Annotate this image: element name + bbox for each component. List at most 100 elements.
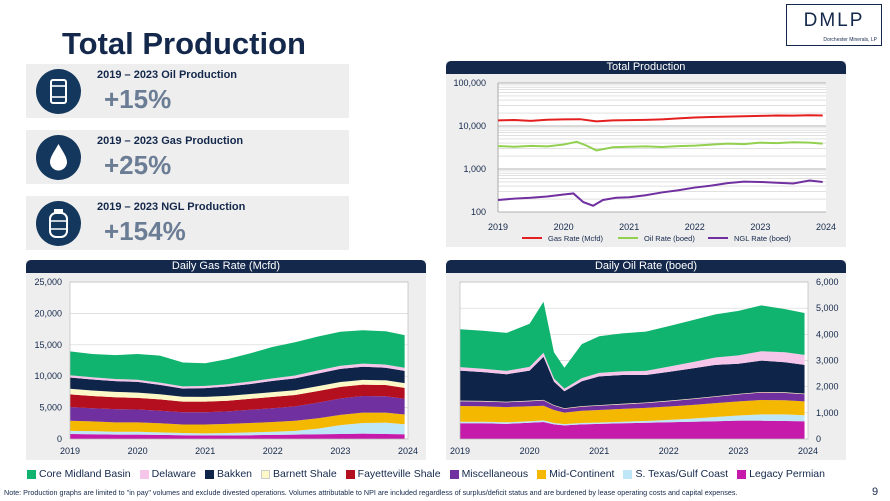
legend-delaware: Delaware	[139, 468, 196, 480]
y-tick-label: 25,000	[34, 277, 62, 287]
basin-legend: Core Midland Basin Delaware Bakken Barne…	[27, 468, 857, 480]
ngl-production-value: +154%	[104, 216, 186, 246]
x-tick-label: 2024	[398, 446, 418, 456]
x-tick-label: 2023	[750, 222, 770, 232]
area-series	[460, 301, 805, 389]
plot-border	[69, 281, 409, 440]
y-tick-label: 100	[471, 207, 486, 217]
y-tick-label: 10,000	[458, 121, 486, 131]
legend-label: Mid-Continent	[549, 468, 615, 480]
area-series	[70, 422, 405, 436]
oil-production-value: +15%	[104, 84, 172, 114]
legend-label: Oil Rate (boed)	[644, 234, 695, 243]
y-tick-label: 3,000	[816, 356, 839, 366]
x-tick-label: 2020	[520, 446, 540, 456]
y-tick-label: 5,000	[39, 403, 62, 413]
daily-oil-chart: 0 1,000 2,000 3,000 4,000 5,000 6,000 2019 2020 2…	[450, 277, 839, 456]
legend-label: Fayetteville Shale	[357, 468, 441, 480]
area-series	[70, 395, 405, 425]
legend-swatch	[205, 469, 214, 479]
x-tick-label: 2021	[619, 222, 639, 232]
daily-oil-panel: Daily Oil Rate (boed) 0 1,000 2,000 3,000 4,…	[446, 260, 846, 460]
legend-swatch	[345, 469, 355, 479]
x-tick-label: 2019	[450, 446, 470, 456]
legend-swatch	[27, 469, 36, 479]
y-tick-label: 5,000	[816, 303, 839, 313]
series-line	[497, 114, 823, 123]
legend-mid-continent: Mid-Continent	[537, 468, 614, 480]
legend-swatch	[261, 469, 271, 479]
ngl-production-label: 2019 – 2023 NGL Production	[97, 201, 246, 213]
y-tick-label: 15,000	[34, 340, 62, 350]
x-tick-label: 2022	[685, 222, 705, 232]
area-series	[70, 433, 405, 439]
area-series	[70, 384, 405, 413]
y-tick-label: 10,000	[34, 371, 62, 381]
legend-label: Miscellaneous	[461, 468, 529, 480]
y-tick-label: 4,000	[816, 329, 839, 339]
oil-production-card: 2019 – 2023 Oil Production +15%	[26, 64, 349, 118]
total-production-title: Total Production	[446, 61, 846, 74]
legend-label: Bakken	[217, 468, 253, 480]
legend-label: NGL Rate (boed)	[734, 234, 791, 243]
legend-label: Barnett Shale	[273, 468, 337, 480]
page-number: 9	[872, 486, 879, 498]
area-series	[70, 379, 405, 402]
x-tick-label: 2023	[728, 446, 748, 456]
legend-miscellaneous: Miscellaneous	[449, 468, 529, 480]
area-series	[460, 400, 805, 425]
x-tick-label: 2022	[659, 446, 679, 456]
area-series	[460, 392, 805, 413]
area-series	[70, 412, 405, 434]
legend-bakken: Bakken	[205, 468, 252, 480]
y-tick-label: 1,000	[463, 164, 486, 174]
legend-label: Legacy Permian	[749, 468, 825, 480]
ngl-production-card: 2019 – 2023 NGL Production +154%	[26, 196, 349, 250]
x-tick-label: 2023	[330, 446, 350, 456]
x-tick-label: 2022	[263, 446, 283, 456]
y-tick-label: 2,000	[816, 382, 839, 392]
oil-barrel-icon	[36, 69, 81, 114]
x-tick-label: 2021	[589, 446, 609, 456]
gas-production-card: 2019 – 2023 Gas Production +25%	[26, 130, 349, 184]
page-title: Total Production	[62, 26, 306, 61]
y-tick-label: 6,000	[816, 277, 839, 287]
legend-label: Delaware	[151, 468, 196, 480]
legend-south-texas: S. Texas/Gulf Coast	[623, 468, 728, 480]
legend-label: Gas Rate (Mcfd)	[548, 234, 604, 243]
daily-oil-title: Daily Oil Rate (boed)	[446, 260, 846, 273]
gas-production-value: +25%	[104, 150, 172, 180]
daily-gas-title: Daily Gas Rate (Mcfd)	[26, 260, 426, 273]
gas-drop-icon	[36, 135, 81, 180]
legend-swatch	[623, 469, 633, 479]
y-tick-label: 20,000	[34, 308, 62, 318]
legend-swatch	[139, 469, 149, 479]
legend-swatch	[737, 469, 747, 479]
area-series	[460, 392, 805, 409]
ngl-tank-icon	[36, 201, 81, 246]
oil-production-label: 2019 – 2023 Oil Production	[97, 69, 238, 81]
x-tick-label: 2024	[816, 222, 836, 232]
series-line	[497, 179, 823, 207]
gas-production-label: 2019 – 2023 Gas Production	[97, 135, 244, 147]
legend-legacy-permian: Legacy Permian	[737, 468, 825, 480]
legend-label: S. Texas/Gulf Coast	[635, 468, 729, 480]
x-tick-label: 2020	[128, 446, 148, 456]
y-tick-label: 0	[57, 434, 62, 444]
area-series	[70, 330, 405, 387]
y-tick-label: 1,000	[816, 408, 839, 418]
legend-core-midland: Core Midland Basin	[27, 468, 131, 480]
area-series	[460, 420, 805, 439]
total-production-chart: 100 1,000 10,000 100,000 2019 2020 2021 2022 202…	[453, 78, 836, 243]
series-line	[497, 140, 823, 152]
x-tick-label: 2021	[195, 446, 215, 456]
daily-gas-panel: Daily Gas Rate (Mcfd) 0 5,000 10,000 15,000…	[26, 260, 426, 460]
logo-text: DMLP	[803, 10, 865, 31]
logo-subtext: Dorchester Minerals, LP	[823, 37, 877, 43]
y-tick-label: 0	[816, 434, 821, 444]
y-tick-label: 100,000	[453, 78, 486, 88]
daily-gas-chart: 0 5,000 10,000 15,000 20,000 25,000 2019 2020 20…	[34, 277, 418, 456]
area-series	[70, 366, 405, 397]
legend-label: Core Midland Basin	[39, 468, 131, 480]
area-series	[70, 363, 405, 389]
